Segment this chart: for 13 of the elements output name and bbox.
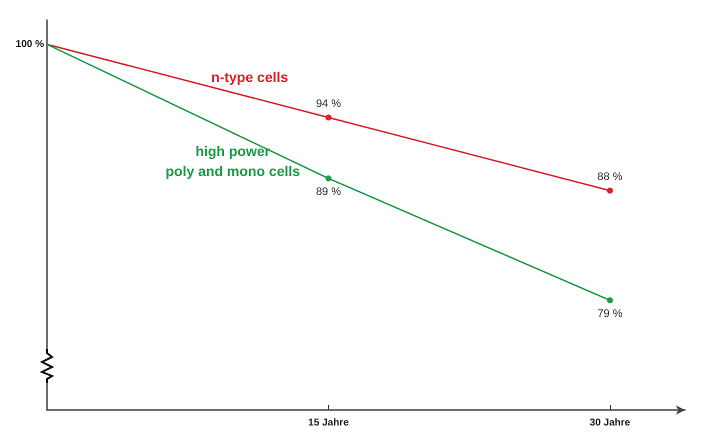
series-label: high power poly and mono cells [165,142,300,179]
data-label: 79 % [597,308,623,320]
annotation: 100 % [16,38,44,50]
series-label: n-type cells [211,69,288,86]
data-label: 89 % [316,186,342,198]
point [606,297,613,304]
point [325,114,332,120]
data-label: 88 % [597,171,623,184]
data-label: 94 % [316,98,342,110]
x-tick-label: 15 Jahre [308,418,350,428]
x-tick-label: 30 Jahre [590,418,631,428]
point [606,188,613,194]
point [325,175,332,182]
